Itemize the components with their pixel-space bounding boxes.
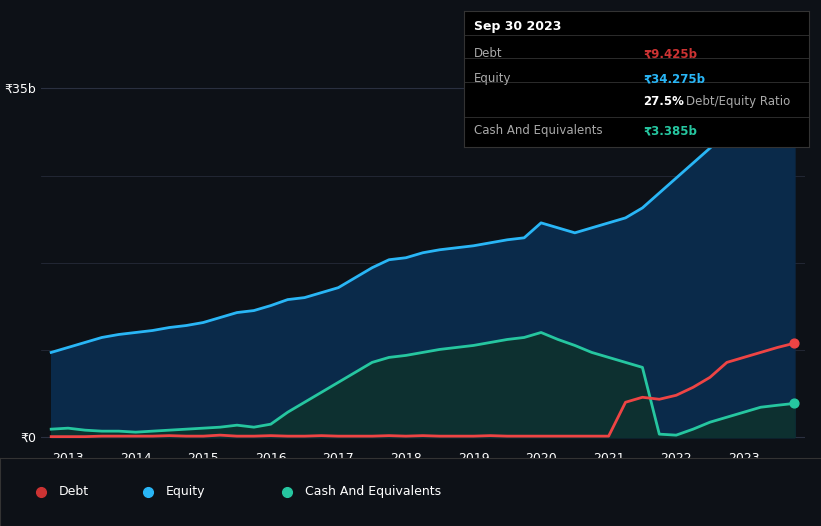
Text: Equity: Equity (475, 72, 511, 85)
Text: Equity: Equity (166, 485, 205, 498)
Text: Debt: Debt (475, 47, 502, 60)
Point (788, 399, 801, 408)
Text: ₹34.275b: ₹34.275b (643, 72, 705, 85)
Text: Debt: Debt (59, 485, 89, 498)
Point (788, 92, 801, 100)
Point (788, 339, 801, 347)
Text: 27.5%: 27.5% (643, 95, 684, 108)
Text: Sep 30 2023: Sep 30 2023 (475, 20, 562, 33)
Text: ₹3.385b: ₹3.385b (643, 124, 697, 137)
Text: Cash And Equivalents: Cash And Equivalents (305, 485, 442, 498)
Text: ₹9.425b: ₹9.425b (643, 47, 697, 60)
Text: Cash And Equivalents: Cash And Equivalents (475, 124, 603, 137)
Text: Debt/Equity Ratio: Debt/Equity Ratio (686, 95, 791, 108)
